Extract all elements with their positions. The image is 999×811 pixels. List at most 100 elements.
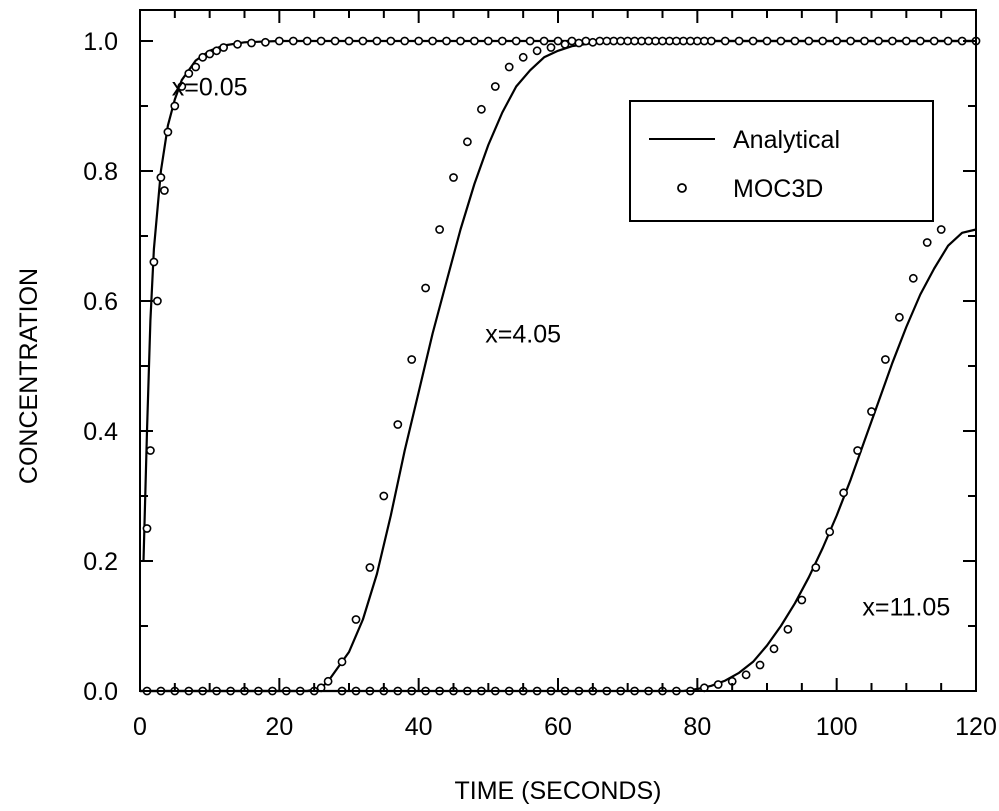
moc3d-point — [588, 37, 598, 47]
moc3d-point — [288, 36, 298, 46]
moc3d-point — [734, 36, 744, 46]
moc3d-point — [720, 36, 730, 46]
analytical-line — [140, 39, 976, 693]
moc3d-point — [156, 173, 166, 182]
moc3d-point — [497, 36, 507, 46]
y-tick-label: 0.8 — [83, 158, 118, 186]
moc3d-point — [581, 36, 591, 46]
moc3d-point — [365, 563, 375, 572]
moc3d-point — [762, 36, 772, 46]
y-tick-label: 0.0 — [83, 678, 118, 706]
moc3d-point — [567, 36, 577, 46]
moc3d-point — [874, 36, 883, 46]
moc3d-point — [595, 36, 605, 46]
moc3d-point — [372, 36, 382, 46]
moc3d-point — [428, 36, 437, 46]
legend-box — [629, 100, 934, 222]
moc3d-point — [145, 446, 155, 455]
y-tick-label: 0.2 — [83, 548, 118, 576]
curve-label: x=0.05 — [172, 74, 248, 102]
moc3d-point — [456, 36, 465, 46]
moc3d-point — [546, 43, 556, 52]
moc3d-point — [630, 36, 639, 46]
moc3d-point — [407, 355, 417, 364]
moc3d-point — [853, 446, 862, 455]
moc3d-point — [142, 524, 152, 533]
moc3d-point — [163, 127, 173, 137]
moc3d-point — [901, 36, 911, 46]
moc3d-point — [539, 36, 549, 46]
legend-circle-swatch — [677, 183, 687, 193]
moc3d-point — [839, 488, 848, 498]
moc3d-point — [490, 82, 500, 91]
moc3d-point — [783, 624, 793, 634]
moc3d-point — [811, 563, 821, 572]
x-tick-label: 60 — [544, 713, 572, 741]
tick-labels: 0 20 40 60 80 100 120 0.0 0.2 0.4 0.6 0.8 1.0 — [83, 28, 997, 741]
moc3d-point — [644, 36, 653, 46]
moc3d-point — [184, 69, 194, 78]
moc3d-point — [219, 43, 228, 52]
moc3d-point — [560, 39, 570, 49]
legend-label-analytical: Analytical — [733, 126, 840, 154]
moc3d-point — [943, 36, 953, 46]
moc3d-point — [177, 82, 187, 91]
moc3d-point — [818, 36, 828, 46]
y-tick-label: 1.0 — [83, 28, 118, 56]
moc3d-point — [888, 36, 897, 46]
axis-ticks — [139, 10, 977, 692]
x-tick-label: 100 — [816, 713, 858, 741]
moc3d-markers — [142, 36, 981, 696]
moc3d-point — [658, 36, 667, 46]
moc3d-point — [511, 36, 521, 46]
moc3d-point — [706, 36, 716, 46]
moc3d-point — [379, 491, 389, 501]
curve-labels: x=0.05 x=4.05 x=11.05 — [172, 74, 950, 622]
moc3d-point — [776, 36, 786, 46]
moc3d-point — [679, 36, 688, 46]
moc3d-point — [442, 36, 451, 46]
moc3d-point — [386, 36, 396, 46]
legend: Analytical MOC3D — [629, 100, 934, 222]
moc3d-point — [922, 238, 932, 247]
moc3d-point — [316, 36, 326, 46]
moc3d-point — [323, 676, 333, 686]
y-tick-label: 0.6 — [83, 288, 118, 316]
moc3d-point — [574, 38, 584, 48]
moc3d-point — [247, 38, 256, 48]
moc3d-point — [755, 660, 765, 670]
moc3d-point — [170, 101, 180, 111]
moc3d-point — [414, 36, 424, 46]
moc3d-point — [449, 173, 458, 182]
moc3d-point — [602, 36, 612, 46]
moc3d-point — [832, 36, 842, 46]
moc3d-point — [212, 46, 221, 56]
moc3d-point — [504, 62, 514, 72]
moc3d-point — [797, 595, 807, 605]
moc3d-point — [936, 225, 946, 234]
moc3d-point — [867, 407, 876, 416]
x-tick-label: 20 — [265, 713, 293, 741]
y-axis-title: CONCENTRATION — [15, 268, 43, 484]
curve-label: x=11.05 — [862, 594, 950, 622]
moc3d-point — [895, 312, 904, 322]
moc3d-point — [274, 36, 284, 46]
moc3d-point — [748, 36, 758, 46]
moc3d-point — [435, 225, 444, 234]
moc3d-point — [400, 36, 410, 46]
x-tick-label: 120 — [955, 713, 997, 741]
moc3d-point — [825, 527, 835, 537]
moc3d-point — [616, 36, 626, 46]
moc3d-point — [553, 36, 563, 46]
moc3d-point — [330, 36, 340, 46]
curve-label: x=4.05 — [485, 321, 561, 349]
moc3d-point — [159, 186, 169, 195]
moc3d-point — [393, 420, 403, 429]
legend-label-moc3d: MOC3D — [733, 175, 823, 203]
moc3d-point — [152, 296, 162, 306]
moc3d-point — [713, 680, 723, 689]
moc3d-point — [860, 36, 869, 46]
moc3d-point — [518, 52, 528, 62]
moc3d-point — [344, 36, 354, 46]
